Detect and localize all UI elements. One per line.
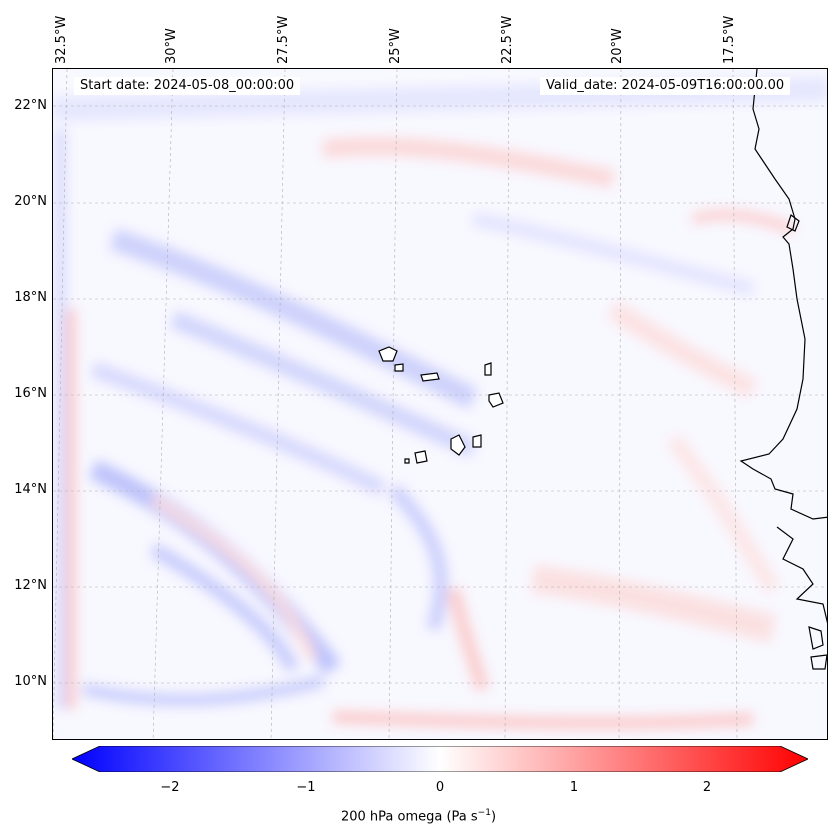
lon-label-22-5w: 22.5°W [500,15,515,64]
coastline [739,69,827,670]
graticule [53,69,827,739]
colorbar-label-exponent: −1 [477,808,491,818]
colorbar [72,746,808,772]
lat-label-20n: 20°N [14,194,47,209]
colorbar-tick-minus1: −1 [296,780,316,795]
lat-label-12n: 12°N [14,578,47,593]
valid-date-label: Valid_date: 2024-05-09T16:00:00.00 [540,77,791,95]
lat-label-14n: 14°N [14,482,47,497]
colorbar-tick-1: 1 [569,780,579,795]
islands [378,346,504,464]
lon-label-30w: 30°W [164,28,179,64]
omega-field [53,69,827,739]
colorbar-tick-0: 0 [435,780,445,795]
lat-label-18n: 18°N [14,290,47,305]
map-panel [52,68,828,740]
lon-label-17-5w: 17.5°W [722,15,737,64]
lon-label-32-5w: 32.5°W [54,15,69,64]
colorbar-tick-2: 2 [702,780,712,795]
start-date-label: Start date: 2024-05-08_00:00:00 [74,77,301,95]
colorbar-tick-minus2: −2 [160,780,180,795]
lat-label-16n: 16°N [14,386,47,401]
colorbar-label: 200 hPa omega (Pa s−1) [0,808,837,824]
lon-label-27-5w: 27.5°W [276,15,291,64]
lon-label-20w: 20°W [610,28,625,64]
colorbar-label-main: 200 hPa omega (Pa s [340,809,478,825]
colorbar-label-end: ) [490,809,497,825]
lat-label-10n: 10°N [14,674,47,689]
lon-label-25w: 25°W [388,28,403,64]
lat-label-22n: 22°N [14,98,47,113]
